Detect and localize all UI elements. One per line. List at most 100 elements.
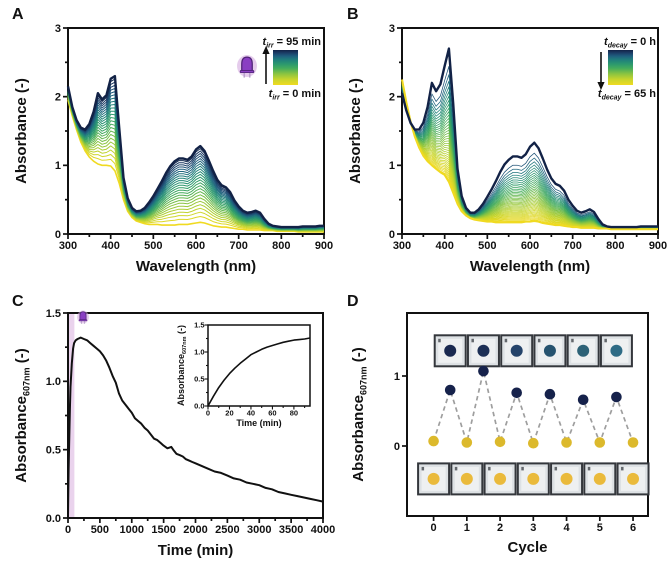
- y-axis-label: Absorbance607nm (-): [13, 348, 31, 482]
- cuvette-photo: [433, 334, 467, 368]
- panel-b-chart: 300 400 500 600 700 800 900 0 1 2 3 Wavelength (nm)…: [347, 23, 667, 275]
- svg-text:1: 1: [389, 160, 395, 172]
- colorbar: [608, 50, 633, 85]
- axis-ticks: [63, 312, 324, 523]
- kinetics-curve: [67, 336, 324, 516]
- axis-ticks: [397, 27, 659, 239]
- axis-ticks: [402, 375, 634, 521]
- inset-curve: [207, 337, 311, 407]
- irradiation-band: [68, 313, 75, 518]
- svg-text:5: 5: [597, 522, 603, 534]
- cuvette-photo: [599, 334, 633, 368]
- svg-text:6: 6: [630, 522, 636, 534]
- svg-text:400: 400: [101, 240, 119, 252]
- cuvette-photo: [533, 334, 567, 368]
- svg-text:2: 2: [389, 92, 395, 104]
- cuvette-photo: [500, 334, 534, 368]
- cuvette-photo: [566, 334, 600, 368]
- svg-text:2000: 2000: [183, 524, 207, 536]
- panel-d-label: D: [347, 293, 359, 310]
- svg-text:1.5: 1.5: [46, 308, 61, 320]
- cuvette-photo: [483, 462, 517, 496]
- svg-text:2: 2: [55, 92, 61, 104]
- svg-text:3: 3: [530, 522, 536, 534]
- axes: 0 500 1000 1500 2000 2500 3000 3500 4000 0.0 0.5 1.…: [13, 308, 335, 559]
- panel-d-chart: 0 1 2 3 4 5 6 0 1 Cycle Absorbance607nm (-): [350, 312, 650, 556]
- y-axis-label: Absorbance (-): [13, 78, 30, 184]
- spectra-curves: [66, 74, 324, 233]
- photo-strip: [417, 334, 650, 496]
- axes: 300 400 500 600 700 800 900 0 1 2 3 Wavelength (nm)…: [347, 23, 667, 275]
- svg-text:0: 0: [389, 229, 395, 241]
- svg-text:1.0: 1.0: [194, 348, 204, 357]
- panel-a-chart: 300 400 500 600 700 800 900 0 1 2 3 Wavelength (nm)…: [13, 23, 333, 275]
- svg-text:0: 0: [394, 441, 400, 453]
- x-axis-label: Wavelength (nm): [470, 258, 590, 275]
- svg-text:0.0: 0.0: [194, 402, 204, 411]
- axis-ticks: [204, 324, 306, 410]
- cycle-connector: [432, 370, 634, 446]
- svg-text:0.0: 0.0: [46, 513, 61, 525]
- svg-text:800: 800: [272, 240, 290, 252]
- svg-text:80: 80: [290, 409, 298, 418]
- svg-text:700: 700: [563, 240, 581, 252]
- panel-a-label: A: [12, 6, 24, 23]
- cuvette-photo: [550, 462, 584, 496]
- cuvette-photo: [583, 462, 617, 496]
- axis-ticks: [63, 27, 325, 239]
- panel-c-chart: 0 500 1000 1500 2000 2500 3000 3500 4000 0.0 0.5 1.…: [13, 308, 335, 559]
- x-axis-label: Time (min): [158, 542, 234, 559]
- svg-text:400: 400: [435, 240, 453, 252]
- svg-text:300: 300: [393, 240, 411, 252]
- svg-text:0.5: 0.5: [194, 375, 204, 384]
- spectra-curves: [400, 47, 658, 231]
- svg-text:600: 600: [521, 240, 539, 252]
- svg-text:500: 500: [91, 524, 109, 536]
- svg-text:20: 20: [225, 409, 233, 418]
- y-axis-label: Absorbance607nm (-): [350, 347, 368, 481]
- svg-text:300: 300: [59, 240, 77, 252]
- svg-text:1500: 1500: [151, 524, 175, 536]
- legend-label: tirr = 95 min: [263, 36, 322, 50]
- cuvette-photo: [516, 462, 550, 496]
- svg-text:900: 900: [649, 240, 667, 252]
- led-icon: [77, 310, 89, 324]
- panel-c-label: C: [12, 293, 24, 310]
- svg-text:2500: 2500: [215, 524, 239, 536]
- led-icon: [237, 54, 257, 78]
- svg-text:4000: 4000: [311, 524, 335, 536]
- svg-text:1.5: 1.5: [194, 321, 204, 330]
- svg-text:60: 60: [268, 409, 276, 418]
- svg-text:1.0: 1.0: [46, 376, 61, 388]
- inset-chart: 0 20 40 60 80 0.0 0.5 1.0 1.5 Time (min) Absorbanc…: [176, 319, 316, 429]
- svg-text:4: 4: [563, 522, 570, 534]
- svg-text:1000: 1000: [120, 524, 144, 536]
- axes: 0 20 40 60 80 0.0 0.5 1.0 1.5 Time (min) Absorbanc…: [176, 321, 311, 428]
- cuvette-photo: [450, 462, 484, 496]
- cycle-points: [428, 365, 639, 449]
- cuvette-photo: [616, 462, 650, 496]
- colorbar-legend: tirr = 95 min tirr = 0 min: [237, 36, 321, 102]
- svg-text:3000: 3000: [247, 524, 271, 536]
- axes: 300 400 500 600 700 800 900 0 1 2 3 Wavelength (nm)…: [13, 23, 333, 275]
- svg-text:0.5: 0.5: [46, 445, 61, 457]
- svg-text:800: 800: [606, 240, 624, 252]
- svg-text:0: 0: [431, 522, 437, 534]
- svg-text:1: 1: [55, 160, 61, 172]
- cuvette-photo: [466, 334, 500, 368]
- legend-label: tdecay = 0 h: [604, 36, 656, 50]
- svg-text:500: 500: [478, 240, 496, 252]
- svg-text:900: 900: [315, 240, 333, 252]
- svg-text:1: 1: [394, 371, 400, 383]
- y-axis-label: Absorbance607nm (-): [176, 325, 188, 406]
- colorbar: [273, 50, 298, 85]
- colorbar-legend: tdecay = 0 h tdecay = 65 h: [597, 36, 656, 102]
- svg-text:0: 0: [206, 409, 210, 418]
- x-axis-label: Wavelength (nm): [136, 258, 256, 275]
- svg-text:0: 0: [55, 229, 61, 241]
- svg-text:500: 500: [144, 240, 162, 252]
- x-axis-label: Time (min): [236, 418, 281, 428]
- svg-text:40: 40: [247, 409, 255, 418]
- svg-text:3500: 3500: [279, 524, 303, 536]
